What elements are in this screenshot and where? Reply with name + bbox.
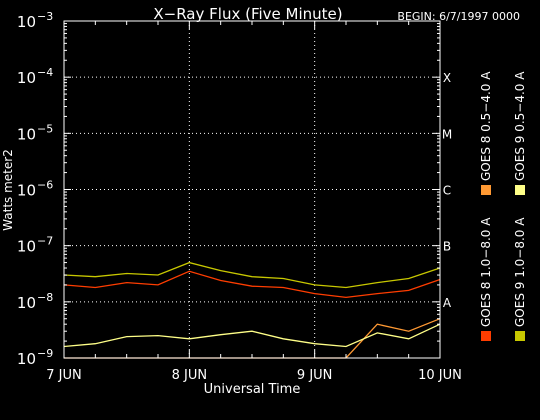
chart-title: X−Ray Flux (Five Minute) [153, 5, 342, 23]
grid-lines [64, 21, 440, 358]
y-tick-exponent: −6 [37, 179, 53, 192]
series-line-3 [63, 261, 441, 289]
y-tick-exponent: −9 [37, 347, 53, 360]
flare-class-labels: A B C M X [442, 71, 452, 310]
flare-class-x: X [443, 71, 451, 85]
y-tick-label: 10 [17, 294, 36, 312]
y-tick-exponent: −8 [37, 291, 53, 304]
legend-swatch-3 [515, 331, 525, 341]
y-tick-label: 10 [17, 69, 36, 87]
legend-swatch-4 [515, 185, 525, 195]
y-tick-label: 10 [17, 13, 36, 31]
y-axis-label: Watts meter2 [1, 149, 15, 231]
begin-label: BEGIN: 6/7/1997 0000 [397, 10, 520, 23]
series-line-4 [63, 323, 441, 348]
legend-swatch-1 [481, 331, 491, 341]
y-tick-exponent: −4 [37, 66, 53, 79]
x-tick-label: 7 JUN [46, 368, 81, 383]
flare-class-a: A [443, 296, 452, 310]
y-tick-label: 10 [17, 238, 36, 256]
y-tick-label: 10 [17, 182, 36, 200]
x-axis: 7 JUN 8 JUN 9 JUN 10 JUN [46, 21, 462, 383]
y-tick-label: 10 [17, 350, 36, 368]
flare-class-m: M [442, 127, 452, 141]
flare-class-c: C [443, 184, 451, 198]
x-axis-label: Universal Time [204, 382, 301, 397]
legend-label-3: GOES 9 1.0−8.0 A [513, 217, 527, 327]
legend-label-4: GOES 9 0.5−4.0 A [513, 71, 527, 181]
x-tick-label: 9 JUN [297, 368, 332, 383]
y-axis: 10−910−810−710−610−510−410−3 [17, 10, 440, 368]
legend-swatch-2 [481, 185, 491, 195]
y-tick-exponent: −5 [37, 122, 53, 135]
y-tick-exponent: −3 [37, 10, 53, 23]
x-tick-label: 8 JUN [172, 368, 207, 383]
legend-label-1: GOES 8 1.0−8.0 A [479, 217, 493, 327]
flare-class-b: B [443, 240, 451, 254]
y-tick-label: 10 [17, 125, 36, 143]
series-line-1 [63, 270, 441, 299]
legend: GOES 8 1.0−8.0 A GOES 8 0.5−4.0 A GOES 9 1… [479, 71, 527, 341]
x-tick-label: 10 JUN [418, 368, 462, 383]
y-tick-exponent: −7 [37, 235, 53, 248]
legend-label-2: GOES 8 0.5−4.0 A [479, 71, 493, 181]
